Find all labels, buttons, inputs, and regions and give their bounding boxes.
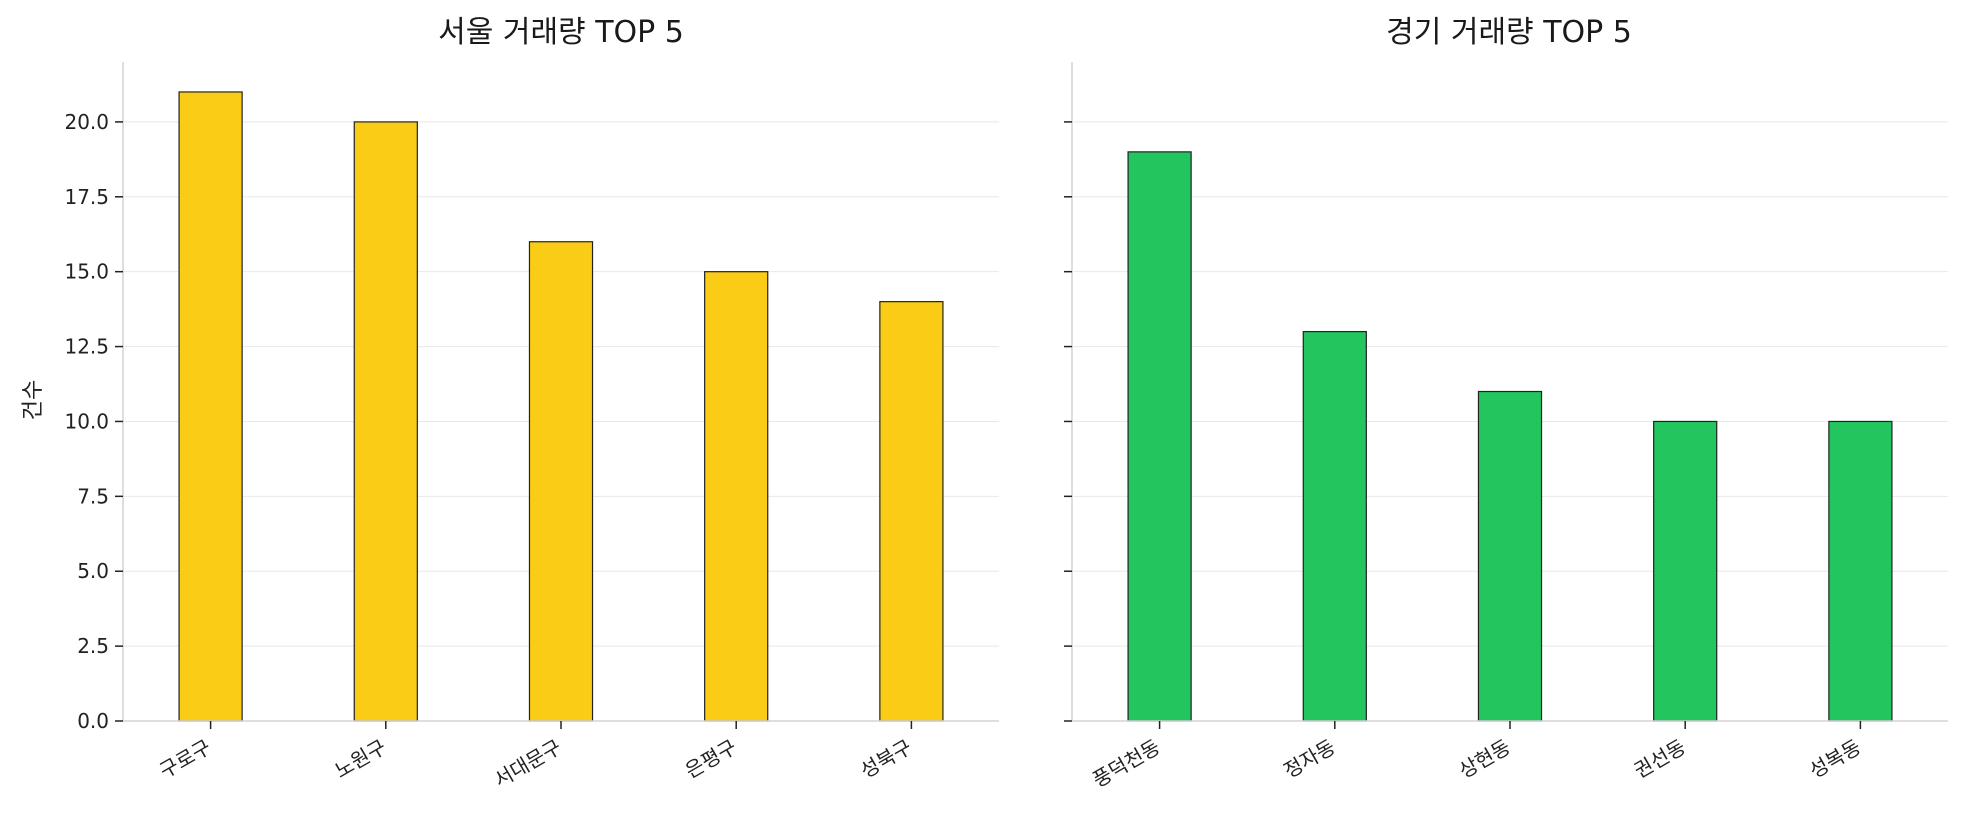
gyeonggi-y-ticks [1064,121,1072,722]
seoul-chart-title: 서울 거래량 TOP 5 [438,15,684,50]
seoul-x-tick-label: 서대문구 [490,735,566,793]
gyeonggi-chart-panel: 경기 거래량 TOP 5 풍덕천동 정자동 상현동 권선동 성복동 [1064,15,1948,792]
gyeonggi-bar [1477,390,1543,722]
seoul-x-tick-label: 은평구 [681,735,741,783]
gyeonggi-x-ticks: 풍덕천동 정자동 상현동 권선동 성복동 [1088,721,1865,792]
seoul-bar [879,301,944,722]
gyeonggi-x-tick-label: 성복동 [1805,735,1865,783]
seoul-chart-panel: 서울 거래량 TOP 5 건수 0.0 2.5 5.0 7.5 10.0 12.5 15.0… [21,15,999,792]
gyeonggi-bar [1302,330,1367,722]
gyeonggi-x-tick-label: 풍덕천동 [1088,735,1164,793]
seoul-y-tick-label: 5.0 [77,559,109,583]
seoul-bar [353,121,418,722]
gyeonggi-bars [1127,151,1893,722]
seoul-bar [178,91,243,722]
seoul-x-tick-label: 노원구 [330,735,390,783]
seoul-bars [178,91,944,722]
seoul-y-tick-label: 20.0 [64,110,109,134]
gyeonggi-bar [1127,151,1192,722]
gyeonggi-x-tick-label: 정자동 [1279,735,1339,783]
gyeonggi-x-tick-label: 상현동 [1455,735,1515,783]
gyeonggi-chart-title: 경기 거래량 TOP 5 [1386,15,1632,50]
seoul-bar [704,271,769,722]
seoul-bar [528,241,594,722]
seoul-x-tick-label: 구로구 [155,735,215,783]
y-axis-label: 건수 [21,380,46,420]
gyeonggi-bar [1653,420,1718,722]
gyeonggi-bar [1828,420,1893,722]
seoul-y-tick-label: 7.5 [77,484,109,508]
gyeonggi-x-tick-label: 권선동 [1630,735,1690,783]
seoul-y-tick-label: 0.0 [77,709,109,733]
seoul-y-tick-label: 2.5 [77,634,109,658]
seoul-x-tick-label: 성북구 [856,735,916,783]
seoul-x-ticks: 구로구 노원구 서대문구 은평구 성북구 [155,721,916,792]
seoul-y-ticks: 0.0 2.5 5.0 7.5 10.0 12.5 15.0 17.5 20.0 [64,110,123,733]
seoul-y-tick-label: 10.0 [64,409,109,433]
seoul-y-tick-label: 15.0 [64,260,109,284]
seoul-y-tick-label: 17.5 [64,185,109,209]
seoul-y-tick-label: 12.5 [64,335,109,359]
